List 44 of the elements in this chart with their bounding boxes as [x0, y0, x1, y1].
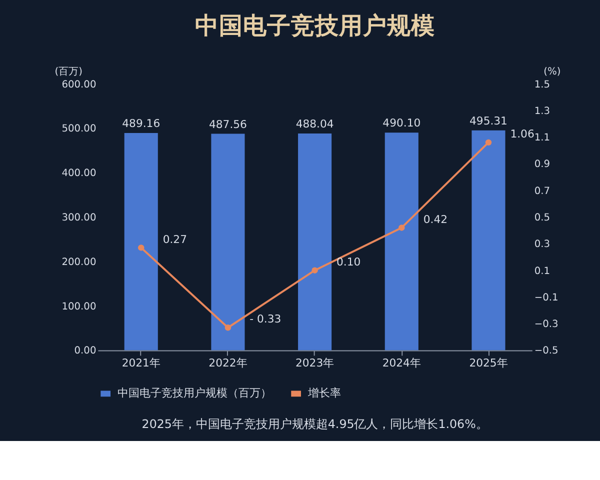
y2-tick-label: 0.3	[534, 239, 550, 250]
data-label: 488.04	[296, 118, 334, 131]
y2-tick-label: 1.3	[534, 106, 550, 117]
y2-tick-label: 0.9	[534, 159, 550, 170]
x-tick-label: 2024年	[382, 356, 421, 370]
y-tick-label: 200.00	[62, 256, 96, 268]
x-tick-label: 2021年	[122, 356, 160, 370]
y2-tick-label: 0.1	[534, 266, 550, 277]
y-tick-label: 600.00	[62, 79, 96, 90]
y-tick-label: 500.00	[62, 124, 96, 135]
y2-tick-label: 1.1	[534, 132, 550, 144]
y2-tick-label: −0.3	[534, 319, 558, 330]
data-label: 487.56	[208, 118, 248, 131]
data-label: 489.16	[122, 117, 160, 130]
y2-tick-label: −0.5	[534, 346, 558, 357]
y2-axis-title: (%)	[544, 66, 561, 78]
point	[224, 324, 232, 331]
legend-label: 中国电子竞技用户规模（百万）	[117, 386, 272, 400]
point	[485, 139, 492, 146]
y-axis-title: (百万)	[54, 66, 82, 78]
y-tick-label: 100.00	[62, 301, 96, 312]
text: 2025年，中国电子竞技用户规模超4.95亿人，同比增长1.06%。	[142, 417, 488, 432]
x-tick-label: 2025年	[469, 356, 508, 370]
y2-tick-label: 0.7	[534, 186, 550, 197]
data-label: 1.06	[510, 128, 534, 141]
data-label: 0.27	[162, 232, 187, 246]
y2-tick-label: −0.1	[534, 292, 558, 304]
y-tick-label: 0.00	[74, 346, 96, 357]
data-label: 0.42	[423, 212, 448, 226]
data-label: 0.10	[336, 255, 361, 268]
y-tick-label: 400.00	[62, 168, 96, 180]
point	[398, 224, 405, 231]
x-tick-label: 2023年	[296, 356, 334, 370]
y-tick-label: 300.00	[62, 212, 96, 224]
data-label: - 0.33	[250, 312, 282, 326]
data-label: 495.31	[470, 114, 508, 128]
legend-label: 增长率	[306, 386, 341, 400]
y2-tick-label: 1.5	[534, 79, 550, 90]
point	[312, 267, 318, 274]
x-tick-label: 2022年	[208, 356, 248, 370]
chart-title: 中国电子竞技用户规模	[194, 11, 435, 40]
y2-tick-label: 0.5	[534, 212, 550, 224]
point	[138, 244, 144, 251]
data-label: 490.10	[382, 116, 421, 130]
